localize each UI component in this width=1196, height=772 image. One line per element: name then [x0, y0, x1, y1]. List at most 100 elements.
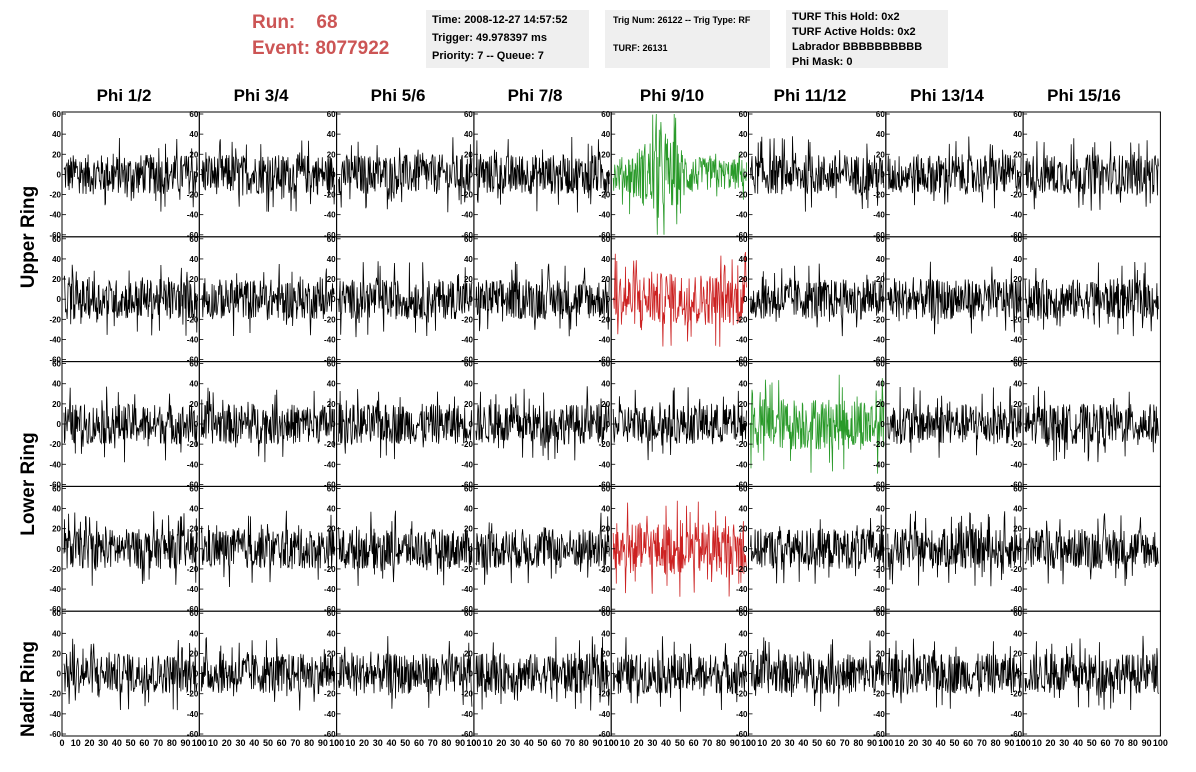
x-tick-label: 10	[208, 738, 218, 748]
waveform-panel-r2-c1: 60 40 20 0 -20 -40 -60	[187, 360, 338, 489]
x-tick-label: 70	[1114, 738, 1124, 748]
y-tick-label: -20	[187, 440, 199, 449]
y-tick-label: -40	[599, 460, 611, 469]
y-tick-label: -60	[324, 605, 336, 614]
y-tick-label: -20	[187, 690, 199, 699]
y-tick-label: 60	[601, 235, 610, 244]
x-tick-label: 70	[290, 738, 300, 748]
phi-header-2: Phi 3/4	[233, 86, 289, 105]
y-tick-label: -20	[187, 191, 199, 200]
x-tick-label: 100	[329, 738, 344, 748]
y-tick-label: -60	[461, 480, 473, 489]
y-tick-label: -40	[49, 335, 61, 344]
y-tick-label: 60	[876, 360, 885, 369]
waveform-trace	[887, 261, 1022, 336]
y-tick-label: -40	[736, 460, 748, 469]
y-tick-label: 60	[189, 235, 198, 244]
y-tick-label: -20	[461, 191, 473, 200]
x-tick-label: 80	[304, 738, 314, 748]
y-tick-label: 60	[1013, 110, 1022, 119]
y-tick-label: 0	[606, 170, 611, 179]
waveform-trace	[750, 136, 885, 212]
y-tick-label: 0	[331, 420, 336, 429]
y-tick-label: 20	[464, 275, 473, 284]
x-tick-label: 30	[647, 738, 657, 748]
x-tick-label: 10	[757, 738, 767, 748]
y-tick-label: -20	[324, 690, 336, 699]
waveform-trace	[338, 389, 473, 460]
y-tick-label: 40	[464, 505, 473, 514]
y-tick-label: 20	[1013, 150, 1022, 159]
y-tick-label: 60	[876, 484, 885, 493]
x-tick-label: 20	[496, 738, 506, 748]
waveform-trace	[200, 387, 335, 463]
y-tick-label: -40	[324, 211, 336, 220]
x-tick-label: 60	[1100, 738, 1110, 748]
y-tick-label: -60	[873, 605, 885, 614]
y-tick-label: -20	[736, 440, 748, 449]
labrador-text: Labrador BBBBBBBBBB	[792, 41, 923, 53]
y-tick-label: 20	[601, 400, 610, 409]
y-tick-label: 0	[1018, 420, 1023, 429]
y-tick-label: 40	[739, 380, 748, 389]
y-tick-label: -40	[1011, 710, 1023, 719]
y-tick-label: 60	[52, 235, 61, 244]
y-tick-label: 40	[52, 255, 61, 264]
y-tick-label: 20	[189, 525, 198, 534]
waveform-trace	[338, 510, 473, 586]
waveform-panel-r1-c0: 60 40 20 0 -20 -40 -60	[49, 235, 200, 365]
y-tick-label: -60	[324, 730, 336, 739]
y-tick-label: 0	[194, 670, 199, 679]
x-tick-label: 90	[867, 738, 877, 748]
y-tick-label: 0	[880, 420, 885, 429]
y-tick-label: -40	[49, 585, 61, 594]
waveform-trace	[475, 136, 610, 213]
time-info-box: Time: 2008-12-27 14:57:52 Trigger: 49.97…	[426, 10, 589, 68]
x-tick-label: 0	[883, 738, 888, 748]
y-tick-label: 20	[876, 150, 885, 159]
waveform-trace	[612, 636, 747, 712]
x-tick-label: 90	[455, 738, 465, 748]
y-tick-label: -20	[187, 315, 199, 324]
waveform-trace	[63, 638, 198, 711]
y-tick-label: -60	[873, 730, 885, 739]
y-tick-label: 0	[606, 670, 611, 679]
y-tick-label: 60	[464, 235, 473, 244]
y-tick-label: 60	[327, 110, 336, 119]
y-tick-label: 40	[739, 629, 748, 638]
y-tick-label: 40	[1013, 380, 1022, 389]
y-tick-label: 40	[876, 505, 885, 514]
y-tick-label: -60	[873, 231, 885, 240]
x-tick-label: 0	[334, 738, 339, 748]
x-tick-label: 50	[400, 738, 410, 748]
x-tick-label: 90	[1004, 738, 1014, 748]
x-tick-label: 30	[510, 738, 520, 748]
y-tick-label: 0	[1018, 170, 1023, 179]
y-tick-label: -20	[599, 315, 611, 324]
y-tick-label: -20	[1011, 690, 1023, 699]
y-tick-label: -60	[187, 605, 199, 614]
y-tick-label: 40	[601, 130, 610, 139]
y-tick-label: 60	[327, 360, 336, 369]
y-tick-label: 60	[327, 235, 336, 244]
y-tick-label: 20	[464, 649, 473, 658]
y-tick-label: -40	[324, 585, 336, 594]
x-tick-label: 90	[318, 738, 328, 748]
y-tick-label: 20	[876, 649, 885, 658]
y-tick-label: 40	[739, 130, 748, 139]
y-tick-label: 40	[327, 505, 336, 514]
y-tick-label: 40	[327, 255, 336, 264]
waveform-trace	[887, 136, 1022, 209]
phi-header-5: Phi 9/10	[639, 86, 705, 105]
y-tick-label: 20	[739, 275, 748, 284]
x-tick-label: 100	[1016, 738, 1031, 748]
y-tick-label: -60	[49, 356, 61, 365]
y-tick-label: 20	[464, 150, 473, 159]
waveform-trace	[750, 637, 885, 712]
x-tick-label: 50	[949, 738, 959, 748]
waveform-panel-r3-c5: 60 40 20 0 -20 -40 -60	[736, 484, 887, 614]
x-tick-label: 10	[620, 738, 630, 748]
phi-mask-text: Phi Mask: 0	[792, 56, 853, 68]
